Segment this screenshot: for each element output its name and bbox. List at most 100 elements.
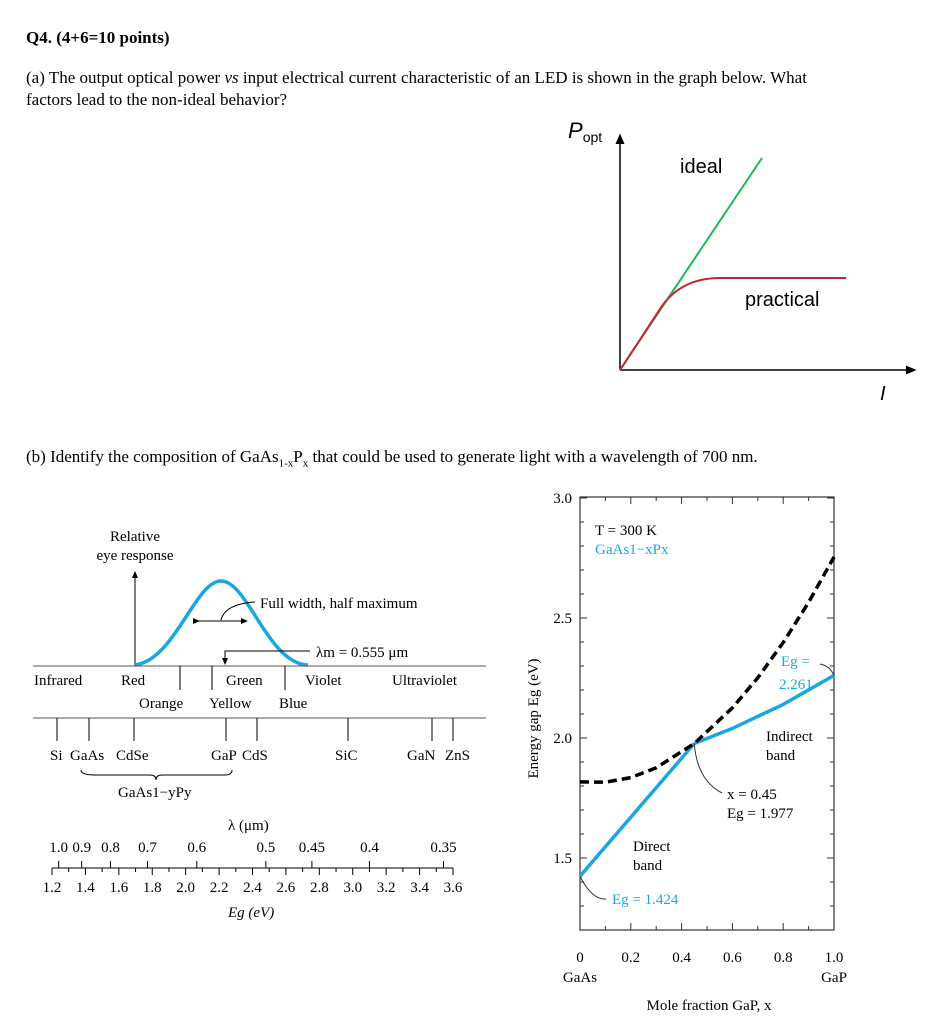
y-axis-label: Energy gap Eg (eV) <box>526 658 542 778</box>
practical-curve <box>619 277 846 371</box>
part-b-text: (b) Identify the composition of GaAs <box>26 447 279 466</box>
direct-band-label-2: band <box>633 858 663 874</box>
eye-response-label-1: Relative <box>110 529 160 545</box>
x-tick-label: 0.2 <box>621 950 640 966</box>
eg-gap-leader <box>819 663 835 676</box>
lambda-m-label: λm = 0.555 μm <box>316 645 408 661</box>
band-blue: Blue <box>279 696 308 712</box>
material-gaas: GaAs <box>70 748 104 764</box>
x-tick-label: 1.0 <box>825 950 844 966</box>
material-label: GaAs1−xPx <box>595 542 669 558</box>
eye-response-curve <box>134 579 309 667</box>
eg-tick-label: 3.6 <box>444 880 463 896</box>
part-a-text-post: input electrical current characteristic … <box>238 68 807 87</box>
eg-tick-label: 2.8 <box>310 880 329 896</box>
part-b-p: P <box>293 447 303 466</box>
band-green: Green <box>226 673 263 689</box>
band-yellow: Yellow <box>209 696 252 712</box>
part-b-sub2: x <box>302 457 309 470</box>
eg-gaas-label: Eg = 1.424 <box>612 892 679 908</box>
ideal-label: ideal <box>680 156 722 178</box>
eg-axis-label: Eg (eV) <box>227 905 274 921</box>
x-end-label-gaas: GaAs <box>563 970 597 986</box>
eg-gap-label-2: 2.261 <box>779 677 813 693</box>
x-tick-label: 0.8 <box>774 950 793 966</box>
y-tick-label: 2.5 <box>553 611 572 627</box>
lambda-tick-label: 0.4 <box>360 840 379 856</box>
lambda-tick-label: 0.7 <box>138 840 157 856</box>
band-ultraviolet: Ultraviolet <box>392 673 458 689</box>
eg-tick-label: 3.4 <box>410 880 429 896</box>
lambda-tick-label: 0.6 <box>187 840 206 856</box>
part-b-sub1: 1-x <box>278 457 294 470</box>
led-characteristic-graph: Popt I ideal practical <box>568 118 917 405</box>
eg-tick-label: 2.6 <box>277 880 296 896</box>
band-orange: Orange <box>139 696 183 712</box>
part-a-vs: vs <box>224 68 239 87</box>
crossover-leader <box>693 743 723 794</box>
eg-tick-label: 1.2 <box>43 880 62 896</box>
lambda-tick-label: 0.35 <box>430 840 456 856</box>
lambda-tick-label: 0.45 <box>299 840 325 856</box>
practical-label: practical <box>745 289 819 311</box>
material-cdse: CdSe <box>116 748 149 764</box>
band-infrared: Infrared <box>34 673 83 689</box>
x-tick-label: 0.6 <box>723 950 742 966</box>
eg-tick-label: 1.8 <box>143 880 162 896</box>
x-axis-label: I <box>880 383 886 405</box>
y-tick-label: 1.5 <box>553 851 572 867</box>
direct-band-line <box>578 742 696 878</box>
lambda-axis-label: λ (μm) <box>228 818 269 834</box>
eye-response-label-2: eye response <box>96 548 173 564</box>
alloy-label: GaAs1−yPy <box>118 785 192 801</box>
eg-tick-label: 2.4 <box>243 880 262 896</box>
lambda-tick-label: 0.9 <box>72 840 91 856</box>
x-axis-label: Mole fraction GaP, x <box>647 998 772 1014</box>
y-tick-label: 2.0 <box>553 731 572 747</box>
material-gan: GaN <box>407 748 435 764</box>
question-title: Q4. (4+6=10 points) <box>26 28 170 47</box>
eg-tick-label: 3.0 <box>343 880 362 896</box>
y-tick-label: 3.0 <box>553 491 572 507</box>
plot-frame <box>579 496 835 931</box>
part-b-question: (b) Identify the composition of GaAs1-xP… <box>26 447 758 469</box>
eg-tick-label: 1.6 <box>109 880 128 896</box>
part-b-text-post: that could be used to generate light wit… <box>308 447 758 466</box>
x-end-label-gap: GaP <box>821 970 847 986</box>
alloy-brace <box>80 769 233 781</box>
material-gap: GaP <box>211 748 237 764</box>
eg-gap-label-1: Eg = <box>781 654 810 670</box>
material-si: Si <box>50 748 63 764</box>
lambda-tick-label: 0.8 <box>101 840 120 856</box>
material-cds: CdS <box>242 748 268 764</box>
material-sic: SiC <box>335 748 358 764</box>
band-violet: Violet <box>305 673 342 689</box>
crossover-x-label: x = 0.45 <box>727 787 777 803</box>
energy-wavelength-scale: 1.2 1.4 1.6 1.8 2.0 2.2 2.4 2.6 2.8 3.0 3.2 3.4 3.6 1… <box>43 840 463 896</box>
lambda-tick-label: 1.0 <box>49 840 68 856</box>
x-tick-label: 0.4 <box>672 950 691 966</box>
eg-gaas-leader <box>579 876 607 900</box>
x-tick-label: 0 <box>576 950 584 966</box>
eg-tick-label: 1.4 <box>76 880 95 896</box>
fwhm-label: Full width, half maximum <box>260 596 418 612</box>
band-red: Red <box>121 673 146 689</box>
eg-tick-label: 2.2 <box>210 880 229 896</box>
eg-tick-label: 2.0 <box>176 880 195 896</box>
direct-band-label-1: Direct <box>633 839 671 855</box>
indirect-band-line <box>693 673 835 746</box>
indirect-band-label-2: band <box>766 748 796 764</box>
fwhm-leader <box>220 601 256 621</box>
eg-tick-label: 3.2 <box>377 880 396 896</box>
dashed-band-curve <box>579 556 836 784</box>
spectrum-diagram: Relative eye response Full width, half m… <box>33 529 486 921</box>
lambda-tick-label: 0.5 <box>256 840 275 856</box>
part-a-line-1: (a) The output optical power vs input el… <box>26 68 807 88</box>
y-axis-label: Popt <box>568 118 602 145</box>
lambda-m-leader <box>222 650 310 665</box>
indirect-band-label-1: Indirect <box>766 729 813 745</box>
part-a-text: (a) The output optical power <box>26 68 225 87</box>
temp-label: T = 300 K <box>595 523 657 539</box>
part-a-line-2: factors lead to the non-ideal behavior? <box>26 90 288 109</box>
